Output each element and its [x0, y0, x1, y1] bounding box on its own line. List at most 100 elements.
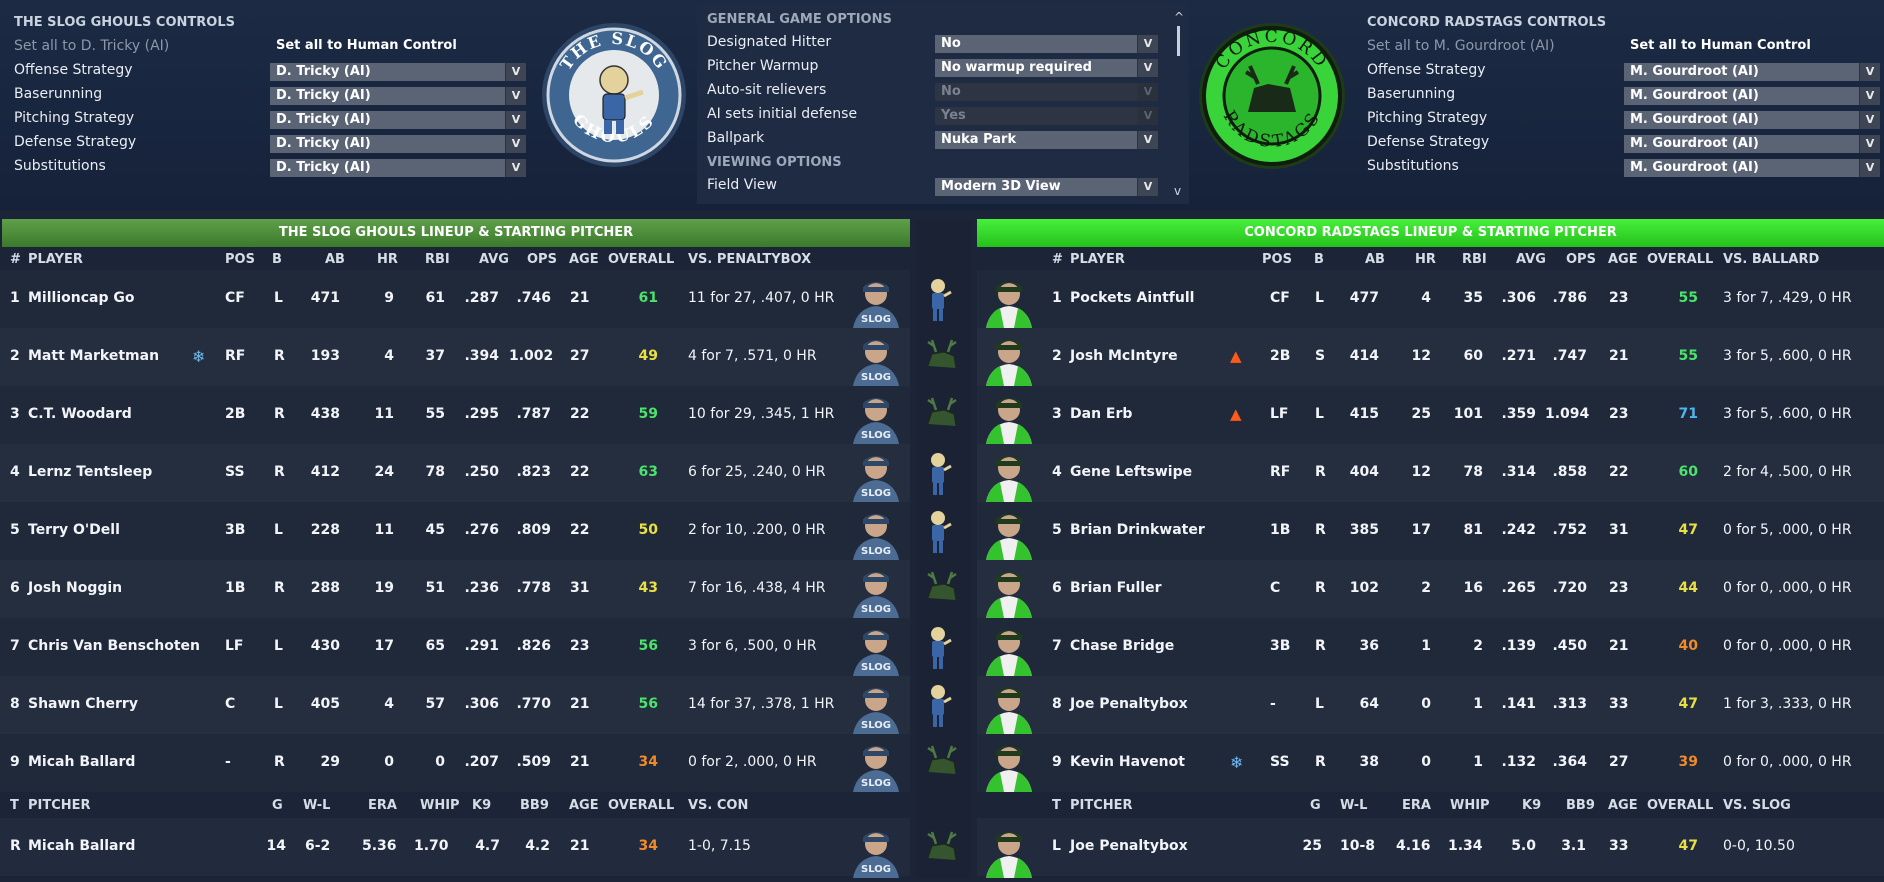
table-row[interactable]	[977, 444, 1884, 502]
player-name[interactable]: Joe Penaltybox	[1070, 696, 1188, 712]
left-controls-dropdown-2[interactable]: D. Tricky (AI) V	[270, 111, 526, 129]
left-controls-dropdown-0[interactable]: D. Tricky (AI) V	[270, 63, 526, 81]
left-pitcher-col-era[interactable]: ERA	[368, 798, 397, 813]
left-col-rbi[interactable]: RBI	[425, 252, 450, 267]
right-col-rbi[interactable]: RBI	[1462, 252, 1487, 267]
player-name[interactable]: Chris Van Benschoten	[28, 638, 201, 654]
table-row[interactable]	[0, 444, 910, 502]
right-pitcher-col-vs[interactable]: VS. SLOG	[1723, 798, 1791, 813]
player-name[interactable]: Chase Bridge	[1070, 638, 1175, 654]
left-pitcher-col-t[interactable]: T	[10, 798, 19, 813]
player-name[interactable]: Josh Noggin	[28, 580, 123, 596]
player-name[interactable]: Shawn Cherry	[28, 696, 138, 712]
left-pitcher-col-vs[interactable]: VS. CON	[688, 798, 749, 813]
right-col-avg[interactable]: AVG	[1516, 252, 1546, 267]
right-pitcher-col-wl[interactable]: W-L	[1340, 798, 1368, 813]
left-controls-dropdown-3[interactable]: D. Tricky (AI) V	[270, 135, 526, 153]
pitcher-row[interactable]	[0, 818, 910, 876]
player-name[interactable]: Millioncap Go	[28, 290, 135, 306]
player-name[interactable]: Gene Leftswipe	[1070, 464, 1193, 480]
game-option-dropdown-4[interactable]: Nuka Park V	[935, 131, 1158, 149]
right-controls-dropdown-1[interactable]: M. Gourdroot (AI) V	[1624, 87, 1880, 105]
right-controls-dropdown-0[interactable]: M. Gourdroot (AI) V	[1624, 63, 1880, 81]
left-set-all-human-button[interactable]: Set all to Human Control	[276, 38, 457, 53]
left-pitcher-col-wl[interactable]: W-L	[303, 798, 331, 813]
player-name[interactable]: Brian Drinkwater	[1070, 522, 1205, 538]
table-row[interactable]	[0, 676, 910, 734]
left-pitcher-col-g[interactable]: G	[272, 798, 283, 813]
right-col-overall[interactable]: OVERALL	[1647, 252, 1714, 267]
left-col-ops[interactable]: OPS	[527, 252, 557, 267]
left-pitcher-col-age[interactable]: AGE	[569, 798, 599, 813]
right-pitcher-col-overall[interactable]: OVERALL	[1647, 798, 1714, 813]
left-pitcher-col-k9[interactable]: K9	[472, 798, 492, 813]
scroll-thumb[interactable]	[1177, 26, 1180, 56]
right-pitcher-col-age[interactable]: AGE	[1608, 798, 1638, 813]
right-controls-dropdown-4[interactable]: M. Gourdroot (AI) V	[1624, 159, 1880, 177]
right-col-player[interactable]: PLAYER	[1070, 252, 1125, 267]
left-pitcher-col-whip[interactable]: WHIP	[420, 798, 460, 813]
left-set-all-ai-button[interactable]: Set all to D. Tricky (AI)	[14, 38, 170, 54]
right-pitcher-col-g[interactable]: G	[1310, 798, 1321, 813]
scroll-down-icon[interactable]: v	[1174, 184, 1182, 198]
vault-boy-icon	[922, 508, 962, 556]
player-name[interactable]: Pockets Aintfull	[1070, 290, 1195, 306]
right-set-all-human-button[interactable]: Set all to Human Control	[1630, 38, 1811, 53]
player-name[interactable]: Dan Erb	[1070, 406, 1133, 422]
right-col-pos[interactable]: POS	[1262, 252, 1292, 267]
player-name[interactable]: Micah Ballard	[28, 754, 136, 770]
field-view-dropdown[interactable]: Modern 3D View V	[935, 178, 1158, 196]
left-col-vs[interactable]: VS. PENALTYBOX	[688, 252, 812, 267]
left-col-hr[interactable]: HR	[377, 252, 398, 267]
left-col-avg[interactable]: AVG	[479, 252, 509, 267]
right-pitcher-col-whip[interactable]: WHIP	[1450, 798, 1490, 813]
left-col-pos[interactable]: POS	[225, 252, 255, 267]
right-pitcher-col-k9[interactable]: K9	[1522, 798, 1542, 813]
chevron-down-icon: V	[1859, 63, 1880, 81]
options-scrollbar[interactable]: ^ v	[1172, 10, 1186, 200]
left-col-ab[interactable]: AB	[325, 252, 345, 267]
left-pitcher-col-bb9[interactable]: BB9	[520, 798, 549, 813]
table-row[interactable]	[977, 328, 1884, 386]
player-name[interactable]: Kevin Havenot	[1070, 754, 1185, 770]
right-set-all-ai-button[interactable]: Set all to M. Gourdroot (AI)	[1367, 38, 1555, 54]
left-pitcher-col-pitcher[interactable]: PITCHER	[28, 798, 91, 813]
right-col-hr[interactable]: HR	[1415, 252, 1436, 267]
right-col-age[interactable]: AGE	[1608, 252, 1638, 267]
left-pitcher-col-overall[interactable]: OVERALL	[608, 798, 675, 813]
table-row[interactable]	[977, 560, 1884, 618]
left-col-b[interactable]: B	[272, 252, 282, 267]
pitcher-name[interactable]: Micah Ballard	[28, 838, 136, 854]
table-row[interactable]	[0, 560, 910, 618]
left-controls-dropdown-1[interactable]: D. Tricky (AI) V	[270, 87, 526, 105]
right-col-vs[interactable]: VS. BALLARD	[1723, 252, 1820, 267]
table-row[interactable]	[0, 328, 910, 386]
right-col-ops[interactable]: OPS	[1566, 252, 1596, 267]
right-pitcher-col-pitcher[interactable]: PITCHER	[1070, 798, 1133, 813]
left-col-overall[interactable]: OVERALL	[608, 252, 675, 267]
right-pitcher-col-era[interactable]: ERA	[1402, 798, 1431, 813]
left-col-num[interactable]: #	[10, 252, 21, 267]
game-option-dropdown-1[interactable]: No warmup required V	[935, 59, 1158, 77]
right-col-b[interactable]: B	[1314, 252, 1324, 267]
scroll-up-icon[interactable]: ^	[1174, 10, 1185, 24]
table-row[interactable]	[977, 676, 1884, 734]
player-name[interactable]: Matt Marketman	[28, 348, 160, 364]
player-hr: 0	[384, 754, 394, 770]
pitcher-name[interactable]: Joe Penaltybox	[1070, 838, 1188, 854]
left-col-age[interactable]: AGE	[569, 252, 599, 267]
player-name[interactable]: Terry O'Dell	[28, 522, 120, 538]
right-pitcher-col-t[interactable]: T	[1052, 798, 1061, 813]
right-controls-dropdown-3[interactable]: M. Gourdroot (AI) V	[1624, 135, 1880, 153]
right-controls-dropdown-2[interactable]: M. Gourdroot (AI) V	[1624, 111, 1880, 129]
player-name[interactable]: Brian Fuller	[1070, 580, 1162, 596]
left-controls-dropdown-4[interactable]: D. Tricky (AI) V	[270, 159, 526, 177]
player-name[interactable]: C.T. Woodard	[28, 406, 132, 422]
player-name[interactable]: Josh McIntyre	[1070, 348, 1178, 364]
right-pitcher-col-bb9[interactable]: BB9	[1566, 798, 1595, 813]
player-name[interactable]: Lernz Tentsleep	[28, 464, 153, 480]
right-col-ab[interactable]: AB	[1365, 252, 1385, 267]
right-col-num[interactable]: #	[1052, 252, 1063, 267]
game-option-dropdown-0[interactable]: No V	[935, 35, 1158, 53]
left-col-player[interactable]: PLAYER	[28, 252, 83, 267]
